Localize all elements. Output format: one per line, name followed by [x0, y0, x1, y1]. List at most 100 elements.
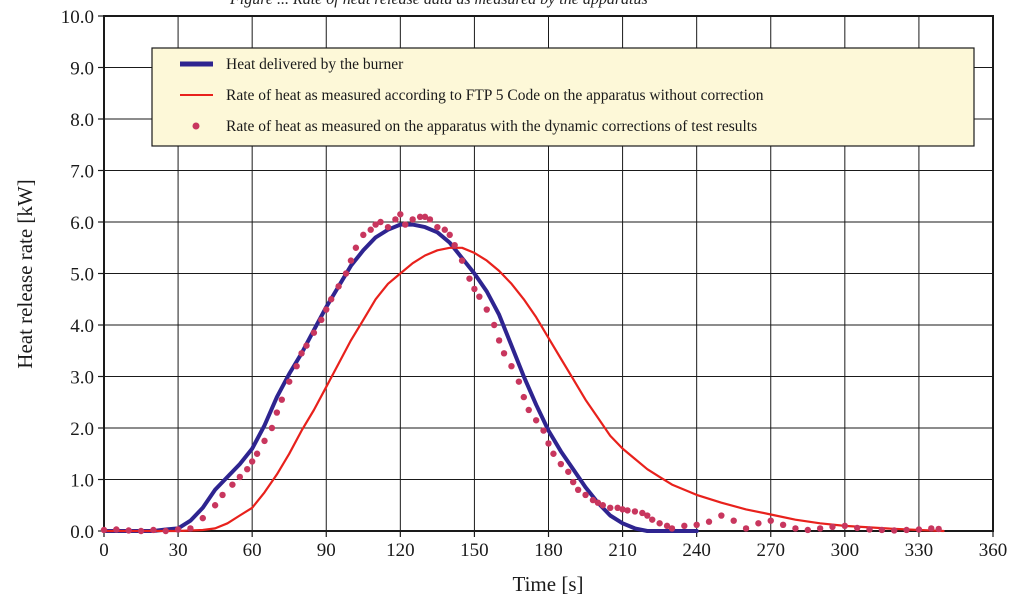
y-tick-label: 7.0 — [70, 162, 94, 183]
data-point — [767, 517, 774, 524]
data-point — [853, 524, 861, 532]
data-point — [367, 226, 374, 233]
data-point — [409, 216, 416, 223]
data-point — [804, 526, 811, 534]
data-point — [244, 466, 251, 473]
legend-swatch-corrected — [192, 122, 200, 130]
data-point — [631, 508, 639, 515]
data-point — [515, 378, 523, 385]
data-point — [619, 506, 626, 513]
data-point — [476, 293, 483, 300]
data-point — [668, 525, 676, 532]
data-point — [649, 516, 656, 523]
data-point — [199, 514, 206, 522]
data-point — [211, 502, 219, 509]
partial-caption: Figure ... Rate of heat release data as … — [230, 0, 648, 9]
data-point — [261, 437, 268, 445]
data-point — [318, 316, 325, 324]
data-point — [273, 409, 281, 416]
data-point — [471, 285, 478, 293]
legend: Heat delivered by the burner Rate of hea… — [151, 47, 975, 147]
x-tick-label: 300 — [831, 540, 860, 561]
y-tick-label: 9.0 — [70, 59, 94, 80]
data-point — [187, 525, 194, 532]
data-point — [557, 460, 565, 468]
data-point — [545, 440, 552, 447]
legend-label-burner: Heat delivered by the burner — [226, 56, 404, 73]
x-tick-label: 210 — [608, 540, 637, 561]
data-point — [525, 406, 532, 414]
x-axis-label: Time [s] — [513, 572, 584, 596]
data-point — [150, 526, 157, 534]
data-point — [113, 526, 120, 533]
data-point — [303, 342, 310, 349]
x-tick-label: 360 — [979, 540, 1008, 561]
data-point — [878, 526, 886, 534]
data-point — [421, 213, 429, 221]
data-point — [829, 523, 836, 531]
data-point — [310, 329, 318, 336]
data-point — [903, 526, 910, 534]
data-point — [599, 502, 607, 509]
y-axis-ticks: 0.0 1.0 2.0 3.0 4.0 5.0 6.0 7.0 8.0 9.0 10.0 — [61, 7, 104, 543]
data-point — [298, 350, 305, 357]
data-point — [397, 211, 404, 218]
data-point — [137, 527, 145, 535]
data-point — [125, 527, 132, 534]
data-point — [253, 450, 261, 457]
data-point — [174, 526, 182, 533]
data-point — [219, 491, 226, 499]
y-tick-label: 6.0 — [70, 213, 94, 234]
data-point — [293, 363, 300, 370]
legend-box — [151, 47, 975, 147]
x-tick-label: 120 — [386, 540, 415, 561]
data-point — [392, 216, 399, 223]
y-tick-label: 10.0 — [61, 7, 94, 28]
data-point — [614, 504, 621, 512]
data-point — [236, 473, 244, 481]
x-tick-label: 30 — [169, 540, 188, 561]
data-point — [841, 522, 849, 530]
data-point — [402, 221, 409, 228]
data-point — [569, 478, 577, 486]
data-point — [540, 427, 547, 434]
y-tick-label: 0.0 — [70, 522, 94, 543]
data-point — [446, 231, 453, 239]
y-tick-label: 1.0 — [70, 471, 94, 492]
data-point — [816, 525, 824, 532]
data-point — [248, 458, 256, 465]
data-point — [624, 507, 631, 514]
data-point — [286, 378, 293, 385]
data-point — [574, 486, 582, 493]
data-point — [891, 527, 898, 534]
data-point — [508, 363, 515, 370]
data-point — [792, 525, 799, 532]
data-point — [278, 396, 285, 403]
data-point — [416, 213, 424, 221]
data-point — [490, 321, 498, 329]
y-tick-label: 5.0 — [70, 265, 94, 286]
data-point — [372, 221, 379, 228]
data-point — [705, 518, 713, 525]
y-axis-label: Heat release rate [kW] — [13, 179, 37, 368]
data-point — [594, 499, 602, 506]
data-point — [229, 481, 236, 488]
data-point — [928, 525, 935, 532]
x-tick-label: 180 — [534, 540, 563, 561]
data-point — [360, 231, 367, 239]
data-point — [377, 218, 384, 226]
legend-label-uncorrected: Rate of heat as measured according to FT… — [226, 87, 764, 104]
data-point — [866, 526, 873, 533]
data-point — [639, 509, 646, 517]
x-tick-label: 90 — [317, 540, 336, 561]
y-tick-label: 4.0 — [70, 316, 94, 337]
x-axis-ticks: 0 30 60 90 120 150 180 210 240 270 300 330 360 — [99, 531, 1007, 561]
data-point — [500, 350, 508, 357]
data-point — [451, 241, 458, 249]
data-point — [742, 525, 750, 532]
x-tick-label: 240 — [682, 540, 711, 561]
data-point — [342, 270, 350, 277]
data-point — [565, 468, 572, 475]
legend-label-corrected: Rate of heat as measured on the apparatu… — [226, 118, 757, 135]
